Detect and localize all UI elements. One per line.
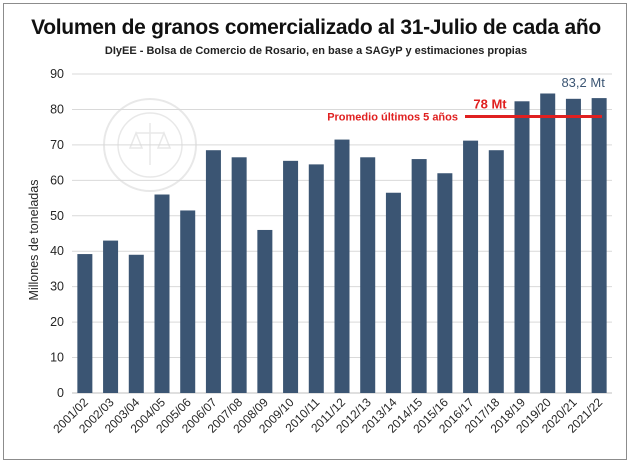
bar [257,229,273,393]
average-label: Promedio últimos 5 años [327,112,458,124]
y-tick-label: 40 [50,244,64,258]
bar [77,254,93,393]
bar [103,240,119,393]
bar [437,173,453,393]
y-axis-label: Millones de toneladas [27,180,41,301]
bar [334,139,350,393]
bar [591,98,607,393]
bar [205,150,221,393]
chart-title: Volumen de granos comercializado al 31-J… [31,16,601,39]
bar [231,157,247,393]
y-tick-label: 70 [50,138,64,152]
y-tick-label: 50 [50,209,64,223]
y-tick-label: 80 [50,102,64,116]
bar [360,157,376,393]
bar [385,192,401,393]
y-axis-ticks: 0 10 20 30 40 50 60 70 80 90 [50,67,64,400]
y-tick-label: 20 [50,315,64,329]
last-value-label: 83,2 Mt [561,75,605,90]
bar [463,140,479,393]
x-axis-ticks: 2001/022002/032003/042004/052005/062006/… [50,395,605,436]
y-tick-label: 60 [50,173,64,187]
annotations: Promedio últimos 5 años 78 Mt 83,2 Mt [327,75,605,123]
y-tick-label: 90 [50,67,64,81]
bar [154,194,170,393]
bar [540,93,556,393]
bar [565,98,581,394]
bar [411,159,427,393]
bar [180,210,196,393]
bar [128,254,144,393]
y-tick-label: 30 [50,280,64,294]
bar [308,164,324,393]
bar [488,150,504,393]
chart-subtitle: DIyEE - Bolsa de Comercio de Rosario, en… [104,45,528,57]
bar [514,101,530,393]
average-value-label: 78 Mt [473,97,507,112]
y-tick-label: 10 [50,351,64,365]
bars [77,93,607,394]
y-tick-label: 0 [57,386,64,400]
bar [283,160,299,393]
